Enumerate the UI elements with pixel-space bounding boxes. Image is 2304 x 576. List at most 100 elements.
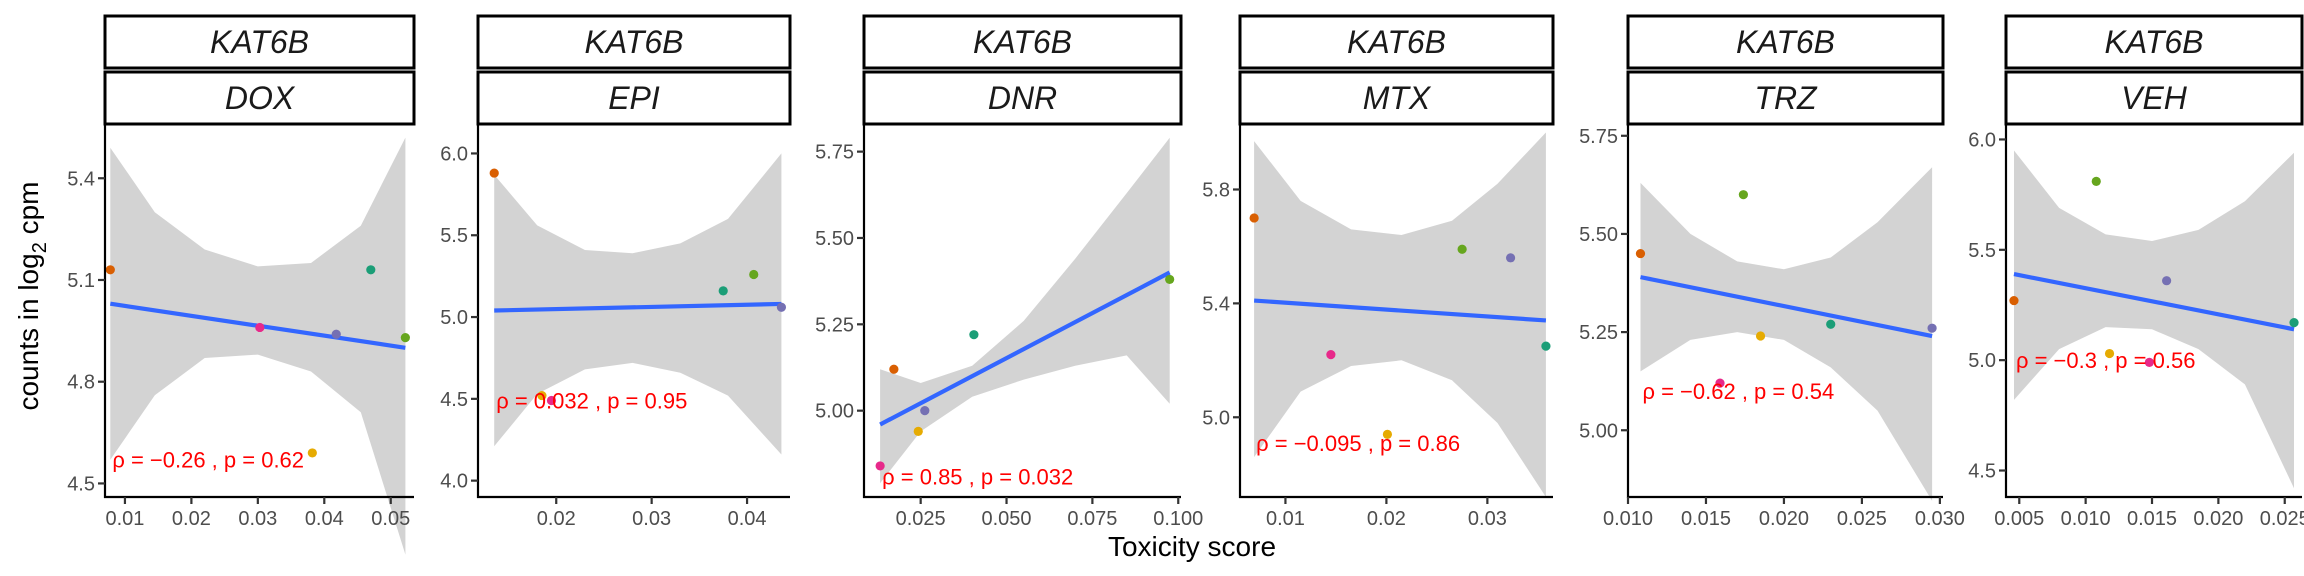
x-tick-label: 0.04 — [305, 508, 344, 530]
correlation-annotation: ρ = −0.62 , p = 0.54 — [1642, 379, 1834, 404]
y-tick-label: 5.75 — [1579, 126, 1618, 148]
regression-line — [2013, 272, 2295, 332]
y-tick-label: 5.8 — [1202, 179, 1230, 201]
y-tick-label: 5.0 — [1202, 407, 1230, 429]
strip-treatment-label: MTX — [1363, 80, 1432, 116]
data-point — [537, 390, 547, 401]
strip-treatment-label: DOX — [225, 80, 296, 116]
y-tick-label: 5.50 — [815, 228, 854, 250]
strip-treatment — [1626, 70, 1945, 126]
x-tick-label: 0.100 — [1153, 508, 1203, 530]
x-tick-label: 0.02 — [537, 508, 576, 530]
data-point — [1715, 378, 1725, 388]
strip-gene — [1238, 14, 1555, 70]
confidence-band — [2014, 150, 2294, 489]
data-point — [105, 265, 115, 275]
data-point — [255, 322, 265, 333]
data-point — [920, 406, 930, 416]
data-point — [1382, 429, 1393, 439]
x-tick-label: 0.015 — [1681, 508, 1731, 530]
data-point — [1755, 331, 1766, 341]
x-tick-label: 0.020 — [1759, 508, 1809, 530]
data-point — [2162, 276, 2172, 286]
x-tick-label: 0.010 — [1603, 508, 1653, 530]
data-point — [546, 395, 557, 406]
y-tick-label: 4.5 — [440, 389, 468, 411]
y-axis-title: counts in log2 cpm — [13, 181, 51, 410]
x-tick-label: 0.02 — [172, 508, 211, 530]
x-tick-label: 0.025 — [1837, 508, 1887, 530]
y-tick-label: 5.0 — [440, 307, 468, 329]
correlation-annotation: ρ = 0.032 , p = 0.95 — [496, 388, 687, 413]
x-tick-label: 0.025 — [896, 508, 946, 530]
y-tick-label: 5.25 — [815, 314, 854, 336]
data-point — [1826, 319, 1836, 329]
data-point — [1249, 213, 1259, 223]
data-point — [969, 330, 979, 340]
strip-gene — [103, 14, 416, 70]
strip-gene — [2004, 14, 2304, 70]
data-point — [400, 333, 410, 343]
data-point — [2091, 176, 2101, 186]
panels-group: KAT6B DOX ρ = −0.26 , p = 0.62 4.5 4.8 5.1 5.4… — [67, 14, 2304, 555]
y-tick-label: 6.0 — [1968, 129, 1996, 151]
x-tick-label: 0.005 — [1994, 508, 2044, 530]
strip-gene — [1626, 14, 1945, 70]
strip-treatment — [103, 70, 416, 126]
correlation-annotation: ρ = −0.26 , p = 0.62 — [112, 448, 304, 473]
confidence-band — [1254, 132, 1546, 497]
data-point — [718, 286, 728, 296]
confidence-band — [880, 137, 1170, 484]
strip-treatment — [476, 70, 792, 126]
x-tick-label: 0.030 — [1915, 508, 1965, 530]
strip-treatment-label: VEH — [2121, 80, 2188, 116]
y-tick-label: 5.50 — [1579, 224, 1618, 246]
y-tick-label: 5.0 — [1968, 350, 1996, 372]
panel-trz: KAT6B TRZ ρ = −0.62 , p = 0.54 5.00 5.25 5.50… — [1579, 14, 1965, 530]
strip-gene — [862, 14, 1183, 70]
data-point — [2009, 295, 2019, 306]
x-tick-label: 0.03 — [1468, 508, 1507, 530]
y-tick-label: 4.8 — [67, 372, 95, 394]
confidence-band — [1640, 167, 1933, 501]
strip-treatment-label: DNR — [988, 80, 1057, 116]
strip-treatment-label: TRZ — [1754, 80, 1818, 116]
x-tick-label: 0.050 — [981, 508, 1031, 530]
data-point — [1927, 323, 1937, 333]
data-point — [366, 265, 376, 275]
strip-gene-label: KAT6B — [1347, 24, 1446, 60]
y-tick-label: 4.5 — [67, 473, 95, 495]
y-tick-label: 6.0 — [440, 143, 468, 165]
strip-treatment — [862, 70, 1183, 126]
y-tick-label: 5.25 — [1579, 322, 1618, 344]
correlation-annotation: ρ = −0.3 , p = 0.56 — [2016, 348, 2195, 373]
data-point — [331, 329, 341, 339]
data-point — [1635, 248, 1646, 259]
y-tick-label: 5.4 — [1202, 293, 1230, 315]
x-tick-label: 0.01 — [105, 508, 144, 530]
data-point — [1326, 350, 1336, 360]
panel-dox: KAT6B DOX ρ = −0.26 , p = 0.62 4.5 4.8 5.1 5.4… — [67, 14, 416, 555]
strip-gene-label: KAT6B — [585, 24, 684, 60]
confidence-band — [494, 153, 782, 455]
x-tick-label: 0.015 — [2127, 508, 2177, 530]
strip-gene-label: KAT6B — [210, 24, 309, 60]
data-point — [875, 461, 885, 471]
y-tick-label: 5.4 — [67, 168, 95, 190]
x-tick-label: 0.05 — [371, 508, 410, 530]
y-tick-label: 5.5 — [440, 225, 468, 247]
strip-gene-label: KAT6B — [2105, 24, 2204, 60]
correlation-annotation: ρ = 0.85 , p = 0.032 — [882, 464, 1073, 489]
y-tick-label: 5.5 — [1968, 240, 1996, 262]
data-point — [889, 364, 899, 374]
x-tick-label: 0.02 — [1367, 508, 1406, 530]
x-tick-label: 0.01 — [1266, 508, 1305, 530]
data-point — [2144, 357, 2154, 367]
y-tick-label: 5.1 — [67, 270, 95, 292]
data-point — [307, 448, 317, 458]
y-tick-label: 5.75 — [815, 142, 854, 164]
strip-treatment-label: EPI — [608, 80, 660, 116]
data-point — [1457, 244, 1467, 254]
data-point — [1505, 253, 1516, 263]
